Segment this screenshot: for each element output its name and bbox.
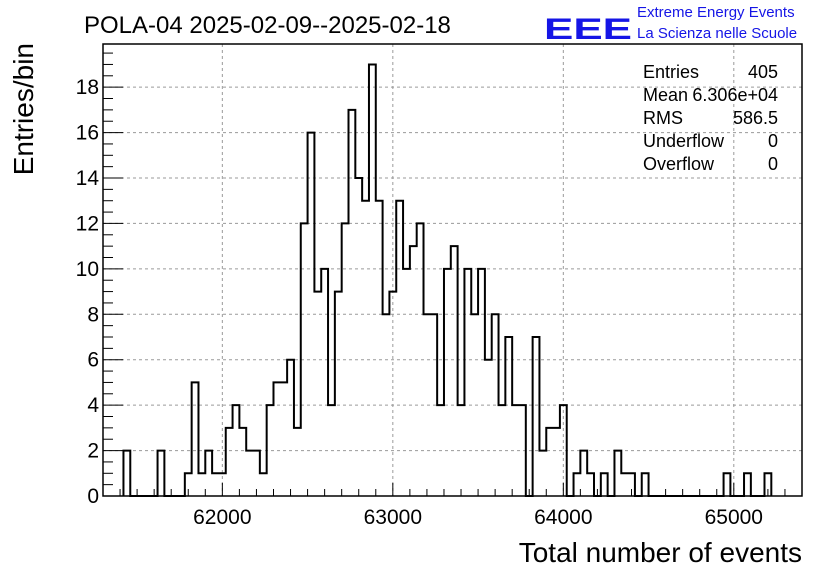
y-tick-label: 14	[76, 167, 100, 190]
y-tick-label: 0	[87, 485, 99, 508]
x-tick-label: 62000	[193, 506, 251, 529]
x-tick-label: 63000	[364, 506, 422, 529]
histogram-series	[122, 63, 773, 497]
plot-frame	[102, 43, 803, 497]
stats-value: 0	[768, 154, 778, 174]
stats-label: Underflow	[643, 131, 725, 151]
stats-value: 0	[768, 131, 778, 151]
y-tick-label: 2	[87, 440, 99, 463]
tick-labels: 62000 63000 64000 65000 0 2 4 6 8 10 12 14 16 18	[76, 76, 763, 529]
x-axis-title: Total number of events	[519, 537, 802, 568]
y-tick-label: 10	[76, 258, 99, 281]
stats-value: 405	[748, 62, 778, 82]
stats-value: 586.5	[733, 108, 778, 128]
logo-line-1: Extreme Energy Events	[637, 4, 795, 21]
logo-line-2: La Scienza nelle Scuole	[637, 25, 797, 42]
logo-mark: EEE	[544, 13, 632, 46]
y-tick-label: 6	[87, 349, 99, 372]
stats-label: RMS	[643, 108, 683, 128]
stats-label: Overflow	[643, 154, 715, 174]
stats-label: Mean	[643, 85, 688, 105]
stats-box: Entries 405 Mean 6.306e+04 RMS 586.5 Underflow…	[643, 62, 778, 174]
y-tick-label: 16	[76, 122, 99, 145]
y-tick-label: 8	[87, 303, 99, 326]
eee-logo: EEE Extreme Energy Events La Scienza nel…	[544, 4, 797, 46]
x-tick-label: 64000	[534, 506, 592, 529]
y-tick-label: 18	[76, 76, 99, 99]
chart-title: POLA-04 2025-02-09--2025-02-18	[84, 12, 451, 39]
x-tick-label: 65000	[705, 506, 763, 529]
stats-label: Entries	[643, 62, 699, 82]
y-axis-title: Entries/bin	[8, 43, 39, 175]
stats-value: 6.306e+04	[692, 85, 778, 105]
y-tick-label: 12	[76, 212, 99, 235]
grid	[103, 44, 802, 496]
axis-ticks	[103, 52, 803, 497]
y-tick-label: 4	[87, 394, 99, 417]
